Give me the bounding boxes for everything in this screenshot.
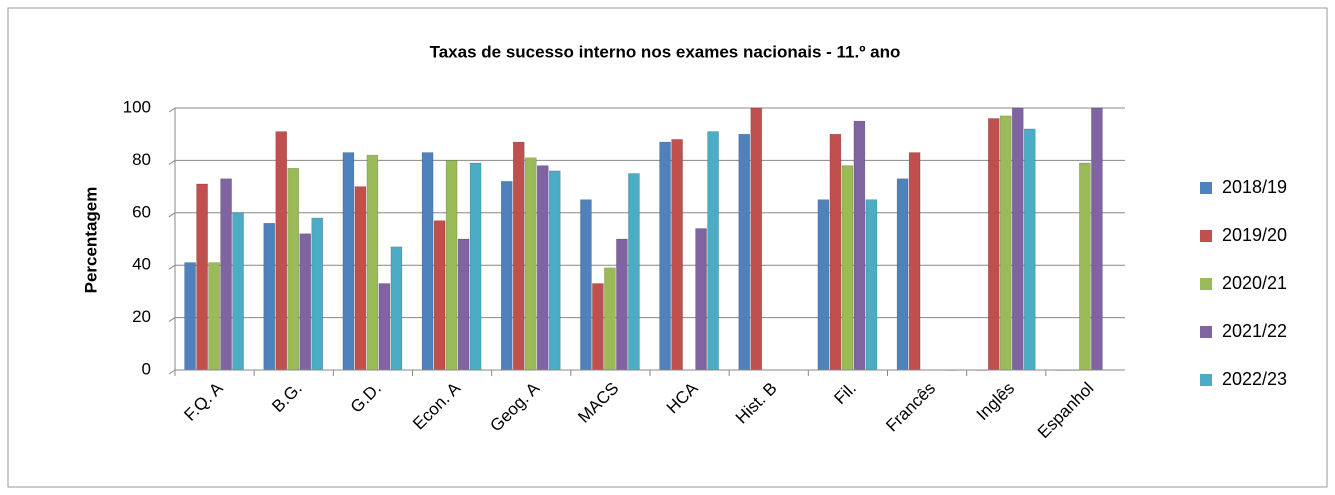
bar bbox=[616, 238, 628, 371]
bar bbox=[592, 283, 604, 371]
bar bbox=[896, 178, 909, 371]
legend-swatch bbox=[1200, 182, 1212, 194]
bar bbox=[695, 228, 707, 371]
bar bbox=[853, 120, 866, 371]
legend-label: 2019/20 bbox=[1222, 225, 1287, 245]
bar bbox=[366, 154, 379, 371]
legend-swatch bbox=[1200, 374, 1212, 386]
bar bbox=[469, 162, 482, 371]
bar bbox=[184, 262, 196, 371]
legend-swatch bbox=[1200, 326, 1212, 338]
bar bbox=[342, 152, 355, 371]
legend-label: 2020/21 bbox=[1222, 273, 1287, 293]
y-tick bbox=[168, 212, 176, 218]
y-tick-label: 40 bbox=[132, 255, 151, 274]
bar bbox=[659, 141, 671, 371]
bar bbox=[421, 152, 434, 371]
bar bbox=[299, 233, 312, 371]
bar bbox=[1091, 107, 1103, 371]
bar bbox=[311, 217, 324, 371]
y-tick-label: 0 bbox=[142, 359, 151, 378]
bar bbox=[580, 199, 592, 371]
y-tick bbox=[168, 159, 176, 165]
bar bbox=[524, 157, 537, 371]
bar bbox=[738, 133, 751, 371]
legend-label: 2021/22 bbox=[1222, 321, 1287, 341]
bar bbox=[378, 283, 391, 371]
y-tick bbox=[168, 369, 176, 375]
bar bbox=[220, 178, 232, 371]
bar bbox=[829, 133, 842, 371]
legend-swatch bbox=[1200, 278, 1212, 290]
bar bbox=[445, 160, 458, 371]
bar bbox=[390, 246, 403, 371]
bar bbox=[500, 181, 513, 371]
bar bbox=[1079, 162, 1091, 371]
y-tick-label: 80 bbox=[132, 150, 151, 169]
bar bbox=[817, 199, 830, 371]
bar bbox=[232, 212, 244, 371]
y-tick bbox=[168, 264, 176, 270]
bar bbox=[548, 170, 561, 371]
bar bbox=[196, 183, 208, 371]
bar bbox=[750, 107, 763, 371]
bar bbox=[208, 262, 220, 371]
bar bbox=[536, 165, 549, 371]
bar bbox=[908, 152, 921, 371]
bar bbox=[433, 220, 446, 371]
bar bbox=[604, 267, 616, 371]
bar bbox=[671, 139, 683, 371]
legend-label: 2018/19 bbox=[1222, 177, 1287, 197]
y-axis-label: Percentagem bbox=[81, 187, 100, 294]
y-tick-label: 100 bbox=[123, 97, 151, 116]
legend-label: 2022/23 bbox=[1222, 369, 1287, 389]
bar bbox=[1023, 128, 1036, 371]
bar bbox=[457, 238, 470, 371]
y-tick bbox=[168, 107, 176, 113]
bar bbox=[628, 173, 640, 371]
bar bbox=[865, 199, 878, 371]
legend-swatch bbox=[1200, 230, 1212, 242]
bar bbox=[354, 186, 367, 371]
y-tick-label: 20 bbox=[132, 307, 151, 326]
chart-title: Taxas de sucesso interno nos exames naci… bbox=[430, 42, 901, 61]
y-tick bbox=[168, 317, 176, 323]
bar bbox=[263, 222, 276, 371]
y-tick-label: 60 bbox=[132, 202, 151, 221]
bar bbox=[707, 131, 719, 371]
bar bbox=[987, 118, 1000, 371]
bar bbox=[512, 141, 525, 371]
bar bbox=[287, 167, 300, 371]
bar bbox=[1011, 107, 1024, 371]
bar bbox=[275, 131, 288, 371]
bar bbox=[999, 115, 1012, 371]
bar bbox=[841, 165, 854, 371]
